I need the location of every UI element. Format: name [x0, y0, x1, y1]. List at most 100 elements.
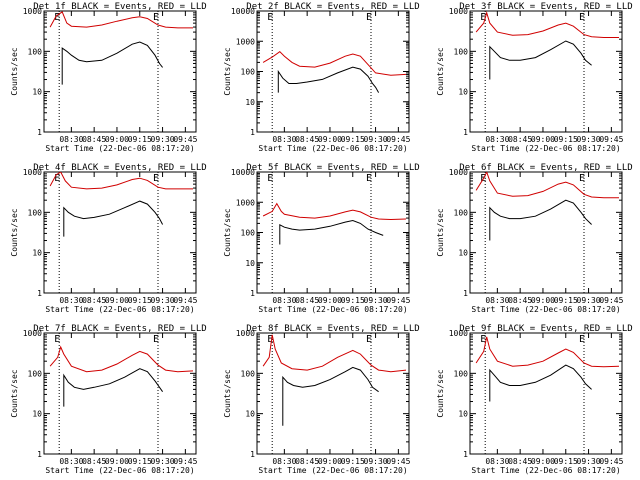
- events-series-line: [489, 40, 592, 80]
- detector-panel: Det 7f BLACK = Events, RED = LLD 1 10 100 10…: [10, 324, 207, 475]
- x-tick-label: 09:15: [128, 296, 152, 305]
- chart-title: Det 1f BLACK = Events, RED = LLD: [33, 2, 206, 12]
- y-axis-label: Counts/sec: [10, 208, 19, 256]
- events-series-line: [61, 41, 163, 85]
- events-series-line: [277, 66, 380, 93]
- y-tick-label: 10: [458, 249, 468, 258]
- plot-frame: [43, 171, 197, 294]
- y-tick-label: 100: [241, 229, 256, 238]
- x-axis-label: Start Time (22-Dec-06 08:17:20): [471, 144, 620, 153]
- lld-series-line: [262, 334, 407, 373]
- y-tick-label: 10: [245, 98, 255, 107]
- x-tick-label: 08:30: [59, 296, 83, 305]
- x-tick-label: 09:00: [105, 135, 129, 144]
- plot-frame: [43, 332, 197, 455]
- x-tick-label: 08:45: [295, 457, 319, 466]
- y-tick-label: 10: [245, 259, 255, 268]
- y-tick-label: 100: [454, 208, 469, 217]
- detector-panel: Det 8f BLACK = Events, RED = LLD 1 10 100 10…: [223, 324, 420, 475]
- y-tick-label: 1: [250, 128, 255, 137]
- x-tick-label: 09:00: [531, 135, 555, 144]
- x-tick-label: 09:15: [341, 296, 365, 305]
- y-tick-label: 1: [463, 128, 468, 137]
- x-tick-label: 09:00: [318, 457, 342, 466]
- chart-title: Det 3f BLACK = Events, RED = LLD: [459, 2, 632, 12]
- y-axis-label: Counts/sec: [223, 369, 232, 417]
- x-tick-label: 08:30: [485, 457, 509, 466]
- plot-frame: [256, 332, 410, 455]
- x-tick-label: 09:45: [386, 457, 410, 466]
- events-series-line: [282, 366, 379, 426]
- events-series-line: [489, 199, 592, 241]
- y-tick-label: 100: [241, 68, 256, 77]
- y-axis-label: Counts/sec: [436, 208, 445, 256]
- lld-series-line: [475, 172, 619, 199]
- x-tick-label: 09:45: [599, 296, 623, 305]
- y-axis-label: Counts/sec: [436, 47, 445, 95]
- event-marker-label: E: [153, 173, 159, 184]
- event-marker-label: E: [267, 12, 273, 23]
- y-tick-label: 10: [458, 88, 468, 97]
- x-axis-label: Start Time (22-Dec-06 08:17:20): [258, 305, 407, 314]
- y-tick-label: 100: [28, 369, 43, 378]
- event-marker-label: E: [366, 173, 372, 184]
- y-tick-label: 100: [454, 47, 469, 56]
- y-axis-label: Counts/sec: [223, 208, 232, 256]
- chart-title: Det 7f BLACK = Events, RED = LLD: [33, 324, 206, 334]
- plot-frame: [469, 10, 623, 133]
- y-tick-label: 1: [37, 128, 42, 137]
- y-tick-label: 10: [32, 249, 42, 258]
- x-tick-label: 09:00: [531, 296, 555, 305]
- event-marker-label: E: [267, 173, 273, 184]
- event-marker-label: E: [579, 173, 585, 184]
- y-tick-label: 10: [32, 88, 42, 97]
- event-marker-label: E: [54, 12, 60, 23]
- y-tick-label: 10: [32, 410, 42, 419]
- x-tick-label: 09:15: [341, 457, 365, 466]
- y-tick-label: 1000: [449, 329, 468, 338]
- x-tick-label: 08:45: [295, 135, 319, 144]
- x-tick-label: 09:15: [128, 457, 152, 466]
- x-axis-label: Start Time (22-Dec-06 08:17:20): [45, 466, 194, 475]
- event-marker-label: E: [54, 334, 60, 345]
- x-tick-label: 08:30: [59, 135, 83, 144]
- x-tick-label: 09:30: [577, 296, 601, 305]
- x-tick-label: 09:45: [173, 135, 197, 144]
- x-axis-label: Start Time (22-Dec-06 08:17:20): [471, 305, 620, 314]
- event-marker-label: E: [579, 334, 585, 345]
- x-tick-label: 09:00: [318, 296, 342, 305]
- event-marker-label: E: [267, 334, 273, 345]
- x-tick-label: 09:45: [173, 296, 197, 305]
- x-tick-label: 08:30: [59, 457, 83, 466]
- y-axis-label: Counts/sec: [10, 369, 19, 417]
- x-axis-label: Start Time (22-Dec-06 08:17:20): [45, 144, 194, 153]
- x-tick-label: 09:00: [105, 296, 129, 305]
- x-tick-label: 09:45: [386, 135, 410, 144]
- y-tick-label: 1000: [449, 7, 468, 16]
- x-tick-label: 08:45: [508, 457, 532, 466]
- y-tick-label: 10000: [231, 7, 255, 16]
- x-tick-label: 09:30: [364, 296, 388, 305]
- detector-panel: Det 2f BLACK = Events, RED = LLD 1 10 100 10…: [223, 2, 420, 153]
- y-tick-label: 100: [28, 208, 43, 217]
- y-tick-label: 1: [463, 289, 468, 298]
- x-tick-label: 09:45: [599, 457, 623, 466]
- y-tick-label: 10: [245, 410, 255, 419]
- lld-series-line: [49, 345, 194, 373]
- detector-panel: Det 6f BLACK = Events, RED = LLD 1 10 100 10…: [436, 163, 633, 314]
- y-axis-label: Counts/sec: [223, 47, 232, 95]
- detector-panel: Det 9f BLACK = Events, RED = LLD 1 10 100 10…: [436, 324, 633, 475]
- x-tick-label: 09:15: [554, 135, 578, 144]
- chart-title: Det 2f BLACK = Events, RED = LLD: [246, 2, 419, 12]
- x-tick-label: 09:30: [151, 457, 175, 466]
- x-tick-label: 08:45: [508, 296, 532, 305]
- y-tick-label: 1: [463, 450, 468, 459]
- y-tick-label: 1000: [236, 198, 255, 207]
- y-tick-label: 100: [241, 369, 256, 378]
- y-tick-label: 1000: [23, 329, 42, 338]
- y-tick-label: 1000: [236, 37, 255, 46]
- event-marker-label: E: [153, 334, 159, 345]
- x-tick-label: 08:30: [485, 135, 509, 144]
- y-tick-label: 1000: [449, 168, 468, 177]
- lld-series-line: [475, 11, 619, 38]
